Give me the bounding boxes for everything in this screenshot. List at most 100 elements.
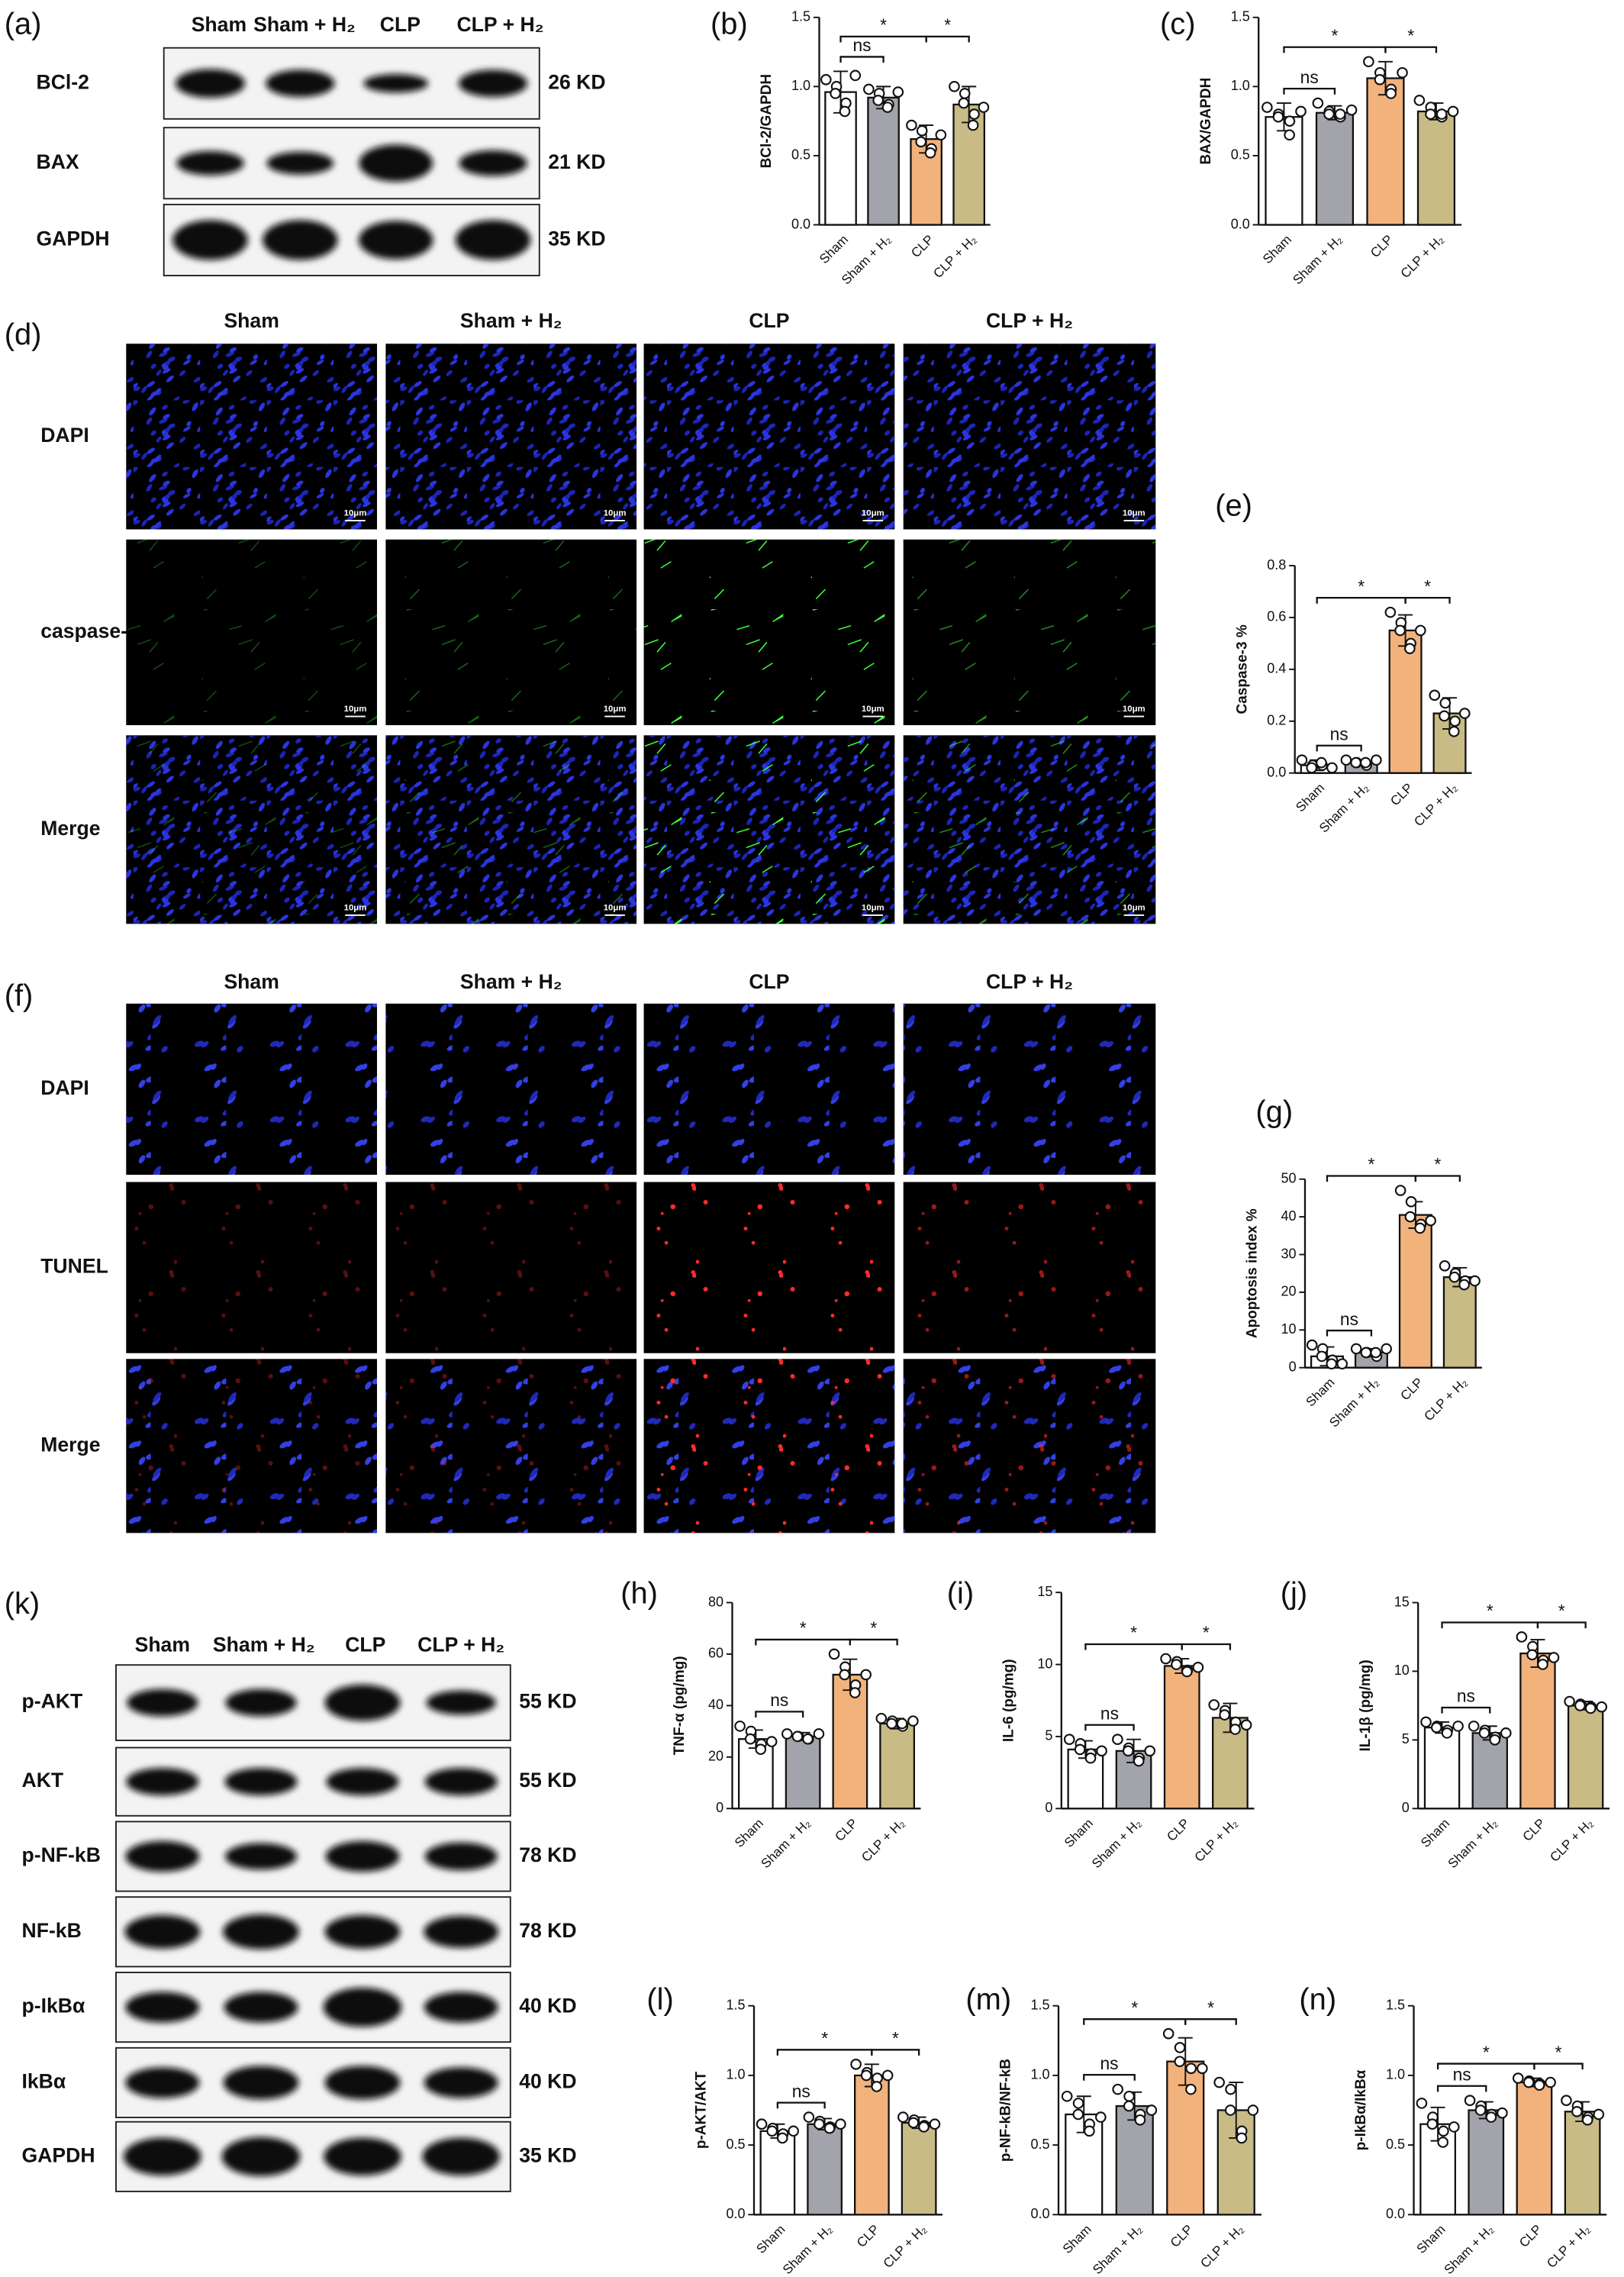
bar: [807, 2123, 843, 2216]
band: [359, 144, 433, 182]
significance-bracket: [776, 2101, 826, 2109]
band: [424, 1768, 498, 1796]
column-label: CLP: [749, 970, 789, 993]
significance-bracket: [1084, 1724, 1135, 1731]
data-point: [1414, 624, 1426, 637]
bar: [1567, 1705, 1604, 1810]
y-axis-label: IL-6 (pg/mg): [1000, 1659, 1017, 1742]
row-label: Merge: [40, 1433, 100, 1456]
band: [458, 69, 528, 97]
data-point: [1345, 104, 1358, 116]
significance-label: ns: [1100, 2053, 1118, 2073]
data-point: [1404, 1211, 1416, 1223]
data-point: [1122, 1745, 1134, 1757]
stain-layer: [903, 1359, 1156, 1534]
y-tick-label: 1.5: [727, 1997, 746, 2012]
y-tick-label: 0.5: [791, 147, 810, 163]
data-point: [1426, 2118, 1439, 2130]
y-tick-label: 40: [708, 1697, 723, 1712]
data-point: [860, 2069, 872, 2082]
band: [426, 1690, 496, 1715]
data-point: [1381, 1343, 1392, 1355]
data-point: [849, 69, 862, 82]
y-axis-label: p-AKT/AKT: [694, 2071, 710, 2149]
y-tick-label: 0.0: [1031, 2206, 1050, 2221]
significance-bracket: [1326, 1329, 1373, 1337]
data-point: [1374, 73, 1386, 85]
data-point: [1425, 108, 1436, 120]
data-point: [872, 95, 884, 106]
y-tick-label: 0.6: [1267, 609, 1286, 624]
data-point: [1112, 2083, 1123, 2095]
data-point: [1394, 624, 1406, 637]
x-tick-label: CLP: [854, 2222, 882, 2250]
data-point: [820, 73, 832, 85]
data-point: [1084, 2125, 1095, 2137]
x-tick-label: Sham: [1293, 780, 1327, 814]
data-point: [1112, 1734, 1123, 1746]
stain-layer: [643, 1359, 895, 1534]
y-tick-label: 5: [1402, 1731, 1410, 1746]
data-point: [1596, 1701, 1608, 1713]
band-size: 55 KD: [519, 1690, 576, 1713]
bar: [879, 1722, 915, 1810]
data-point: [1072, 2108, 1084, 2121]
panel-label: (a): [5, 8, 42, 41]
band: [127, 1688, 198, 1717]
y-tick-label: 80: [708, 1594, 723, 1609]
data-point: [1533, 2079, 1545, 2091]
column-label: Sham + H₂: [460, 309, 562, 332]
panel-label: (m): [965, 1983, 1011, 2017]
significance-bracket: [1414, 1175, 1461, 1182]
data-point: [915, 136, 927, 148]
data-point: [907, 1715, 919, 1727]
data-point: [1123, 2100, 1135, 2112]
bar: [1416, 110, 1456, 226]
x-tick-label: Sham + H₂: [1089, 1816, 1144, 1871]
y-tick-label: 20: [1281, 1284, 1297, 1299]
data-point: [863, 83, 875, 95]
significance-label: ns: [1457, 1686, 1475, 1706]
y-tick-label: 10: [1281, 1321, 1297, 1337]
band: [324, 1684, 401, 1721]
band-size: 40 KD: [519, 1995, 576, 2017]
significance-label: *: [1358, 576, 1365, 596]
data-point: [1123, 2090, 1135, 2102]
band: [223, 2066, 299, 2100]
x-tick-label: Sham + H₂: [1290, 232, 1345, 287]
bar: [867, 96, 900, 226]
data-point: [1074, 1743, 1086, 1756]
data-point: [839, 105, 851, 118]
band-size: 78 KD: [519, 1843, 576, 1866]
stain-layer: [385, 539, 637, 725]
stain-layer: [643, 735, 895, 924]
significance-bracket: [839, 56, 884, 63]
data-point: [1413, 95, 1426, 106]
data-point: [1296, 754, 1308, 766]
y-axis-label: p-IkBα/IkBα: [1353, 2069, 1369, 2150]
significance-bracket: [1283, 87, 1336, 95]
band: [455, 220, 531, 260]
band: [123, 2137, 201, 2175]
column-label: CLP: [749, 309, 789, 332]
data-point: [835, 2118, 846, 2130]
protein-label: p-NF-kB: [22, 1843, 101, 1866]
data-point: [1593, 2108, 1605, 2121]
data-point: [1449, 715, 1461, 727]
data-point: [875, 1712, 888, 1724]
y-tick-label: 1.5: [791, 9, 810, 24]
band: [324, 2137, 401, 2175]
data-point: [1095, 2111, 1107, 2123]
band: [221, 2137, 301, 2176]
band: [224, 1768, 298, 1796]
data-point: [1489, 1734, 1501, 1746]
data-point: [918, 2121, 930, 2133]
panel-label: (f): [5, 979, 34, 1013]
data-point: [828, 1648, 840, 1660]
data-point: [823, 2122, 836, 2134]
stain-layer: [385, 1182, 637, 1353]
significance-label: ns: [1453, 2064, 1471, 2084]
data-point: [830, 88, 841, 99]
significance-bracket: [1441, 1706, 1491, 1714]
data-point: [788, 2125, 799, 2137]
